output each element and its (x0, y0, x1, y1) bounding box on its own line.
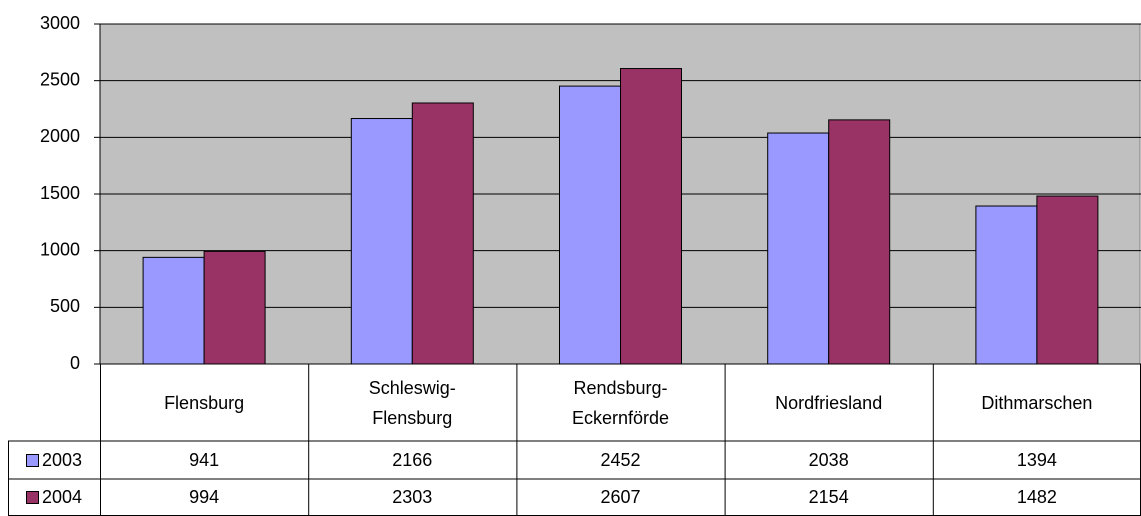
table-value: 941 (100, 441, 308, 479)
table-value-text: 2303 (392, 487, 433, 507)
bar (1036, 195, 1099, 365)
legend-entry: 2004 (8, 479, 100, 516)
legend-entry: 2003 (8, 441, 100, 479)
y-tick-label: 2000 (40, 126, 80, 146)
table-value-text: 1482 (1016, 487, 1057, 507)
table-value-text: 2452 (600, 449, 641, 470)
bar (411, 102, 474, 365)
bar (828, 119, 891, 365)
table-value-text: 2166 (392, 449, 433, 470)
table-value: 2166 (308, 441, 516, 479)
table-value-text: 2154 (808, 487, 849, 507)
legend-marker (25, 491, 39, 504)
y-tick-label: 1500 (40, 183, 80, 203)
bar (559, 85, 621, 365)
category-label: Dithmarschen (933, 364, 1141, 441)
table-value-text: 1394 (1016, 449, 1057, 470)
table-value: 2154 (725, 479, 933, 516)
bar (975, 205, 1038, 365)
table-value: 1394 (933, 441, 1141, 479)
category-label-text: Rendsburg-Eckernförde (571, 377, 670, 428)
y-tick-label: 500 (50, 296, 80, 316)
legend-marker (25, 453, 39, 467)
category-label: Nordfriesland (725, 364, 933, 441)
table-value: 2038 (725, 441, 933, 479)
bar (350, 118, 413, 365)
category-label-text: Schleswig-Flensburg (368, 377, 456, 428)
table-value: 1482 (933, 479, 1141, 516)
category-label-text: Nordfriesland (775, 392, 883, 413)
category-label: Rendsburg-Eckernförde (516, 364, 724, 441)
table-value: 2452 (516, 441, 724, 479)
bar (620, 68, 682, 365)
table-value-text: 2038 (808, 449, 849, 470)
y-tick-label: 3000 (40, 13, 80, 33)
table-value: 2607 (516, 479, 724, 516)
y-tick-label: 0 (70, 353, 80, 373)
y-tick-label: 2500 (40, 69, 80, 89)
bar (767, 132, 830, 365)
y-tick-label: 1000 (40, 239, 80, 259)
category-label-text: Dithmarschen (981, 392, 1093, 413)
table-value: 2303 (308, 479, 516, 516)
table-value-text: 2607 (600, 487, 641, 507)
category-label-text: Flensburg (164, 392, 245, 413)
category-label: Flensburg (100, 364, 308, 441)
category-label: Schleswig-Flensburg (308, 364, 516, 441)
legend-entry-text: 2004 (41, 487, 83, 507)
table-value-text: 941 (189, 449, 220, 470)
table-value: 994 (100, 479, 308, 516)
legend-entry-text: 2003 (41, 449, 83, 470)
table-value-text: 994 (189, 487, 220, 507)
bar (142, 256, 205, 365)
bar (203, 250, 266, 365)
